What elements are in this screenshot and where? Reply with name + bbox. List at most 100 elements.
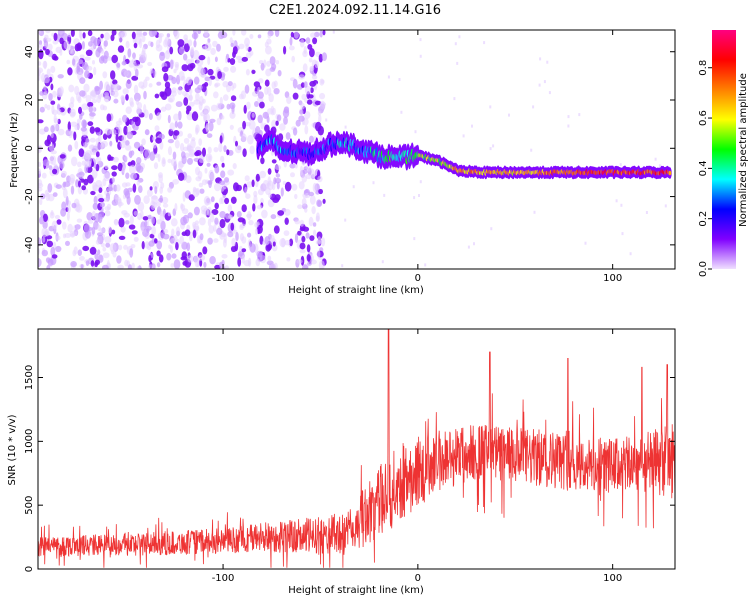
x-tick-label: -100 — [212, 273, 235, 284]
spectrogram-noise-cell — [188, 95, 193, 101]
spectrogram-noise-cell — [50, 125, 55, 133]
spectrogram-noise-cell — [156, 240, 163, 250]
spectrogram-noise-cell — [183, 97, 189, 106]
spectrogram-noise-cell — [286, 257, 291, 262]
spectrogram-noise-cell — [130, 244, 136, 249]
spectrogram-noise-cell — [177, 86, 183, 95]
spectrogram-noise-cell — [132, 183, 137, 193]
spectrogram-noise-cell — [317, 200, 323, 207]
spectrogram-noise-cell — [125, 144, 132, 151]
spectrogram-noise-cell — [259, 170, 267, 179]
spectrogram-noise-cell — [224, 177, 230, 183]
spectrogram-noise-cell — [129, 164, 136, 174]
spectrogram-noise-cell — [315, 121, 322, 132]
spectrogram-noise-cell — [180, 142, 185, 152]
spectrogram-noise-cell — [229, 124, 234, 130]
spectrogram-noise-cell — [115, 120, 123, 126]
spectrogram-noise-cell — [147, 61, 153, 67]
spectrogram-noise-cell — [118, 235, 126, 240]
spectrogram-noise-cell — [52, 39, 59, 45]
spectrogram-noise-cell — [51, 220, 58, 230]
spectrogram-noise-cell — [306, 253, 311, 262]
spectrogram-noise-cell — [39, 198, 43, 205]
spectrogram-noise-cell — [148, 264, 154, 269]
spectrogram-noise-cell — [91, 210, 96, 221]
spectrogram-noise-cell — [148, 83, 153, 88]
spectrogram-noise-cell — [163, 72, 169, 82]
spectrogram-noise-cell — [92, 149, 97, 155]
spectrogram-noise-cell — [57, 128, 65, 136]
spectrogram-noise-cell — [277, 70, 282, 77]
spectrogram-noise-cell — [289, 36, 293, 46]
spectrogram-noise-cell — [123, 70, 129, 77]
spectrogram-noise-cell — [43, 126, 49, 133]
spectrogram-noise-cell — [83, 178, 89, 186]
spectrogram-noise-cell — [178, 47, 185, 55]
spectrogram-noise-cell — [290, 172, 295, 178]
spectrogram-noise-cell — [94, 127, 101, 133]
spectrogram-noise-cell — [149, 134, 154, 143]
spectrogram-noise-cell — [232, 50, 236, 59]
spectrogram-noise-cell — [203, 105, 211, 114]
spectrogram-noise-cell — [161, 66, 169, 73]
spectrogram-noise-cell — [200, 67, 206, 76]
spectrogram-noise-cell — [254, 221, 259, 228]
spectrogram-noise-cell — [141, 138, 146, 146]
spectrogram-noise-cell — [191, 111, 199, 122]
spectrogram-noise-cell — [38, 259, 42, 266]
spectrogram-noise-cell — [172, 179, 180, 185]
spectrogram-noise-cell — [111, 171, 117, 177]
spectrogram-noise-cell — [48, 143, 55, 152]
spectrogram-noise-cell — [100, 33, 104, 39]
spectrogram-noise-cell — [136, 266, 140, 269]
spectrogram-noise-cell — [289, 238, 294, 247]
spectrogram-noise-cell — [229, 111, 236, 119]
spectrogram-noise-cell — [170, 218, 178, 227]
spectrogram-noise-cell — [214, 217, 219, 225]
spectrogram-noise-cell — [294, 163, 298, 169]
spectrogram-noise-cell — [144, 220, 148, 228]
spectrogram-noise-cell — [302, 63, 308, 73]
spectrogram-noise-cell — [267, 33, 271, 39]
spectrogram-noise-cell — [67, 223, 73, 233]
spectrogram-noise-cell — [304, 207, 308, 213]
spectrogram-noise-cell — [68, 84, 75, 93]
spectrogram-noise-cell — [174, 61, 180, 68]
spectrogram-noise-cell — [161, 157, 166, 168]
spectrogram-noise-cell — [214, 164, 220, 174]
spectrogram-noise-cell — [109, 140, 113, 146]
spectrogram-noise-cell — [320, 79, 325, 84]
spectrogram-noise-cell — [167, 146, 173, 156]
spectrogram-noise-cell — [620, 203, 623, 207]
spectrogram-noise-cell — [219, 96, 223, 106]
spectrogram-noise-cell — [227, 81, 233, 87]
spectrogram-noise-cell — [658, 164, 661, 168]
spectrogram-noise-cell — [281, 237, 286, 248]
spectrogram-noise-cell — [317, 236, 322, 245]
spectrogram-noise-cell — [249, 145, 255, 155]
spectrogram-noise-cell — [314, 60, 319, 69]
spectrogram-noise-cell — [272, 241, 276, 247]
spectrogram-noise-cell — [283, 106, 290, 114]
spectrogram-noise-cell — [220, 232, 227, 238]
spectrogram-noise-cell — [50, 246, 56, 257]
spectrogram-noise-cell — [199, 188, 205, 194]
spectrogram-noise-cell — [53, 163, 58, 170]
spectrogram-noise-cell — [309, 135, 314, 143]
snr-series-line — [38, 329, 675, 568]
spectrogram-noise-cell — [45, 30, 51, 34]
spectrogram-noise-cell — [94, 142, 102, 151]
spectrogram-noise-cell — [91, 169, 98, 179]
spectrogram-noise-cell — [453, 97, 456, 101]
spectrogram-noise-cell — [104, 128, 112, 136]
spectrogram-noise-cell — [103, 95, 111, 103]
spectrogram-x-ticks: -100 0 100 — [212, 30, 622, 284]
spectrogram-noise-cell — [136, 180, 140, 186]
spectrogram-noise-cell — [284, 217, 289, 225]
spectrogram-noise-cell — [91, 160, 95, 167]
spectrogram-noise-cell — [249, 34, 254, 39]
spectrogram-noise-cell — [97, 133, 102, 144]
spectrogram-noise-cell — [304, 97, 308, 103]
spectrogram-noise-cell — [46, 68, 51, 77]
spectrogram-noise-cell — [244, 186, 248, 195]
